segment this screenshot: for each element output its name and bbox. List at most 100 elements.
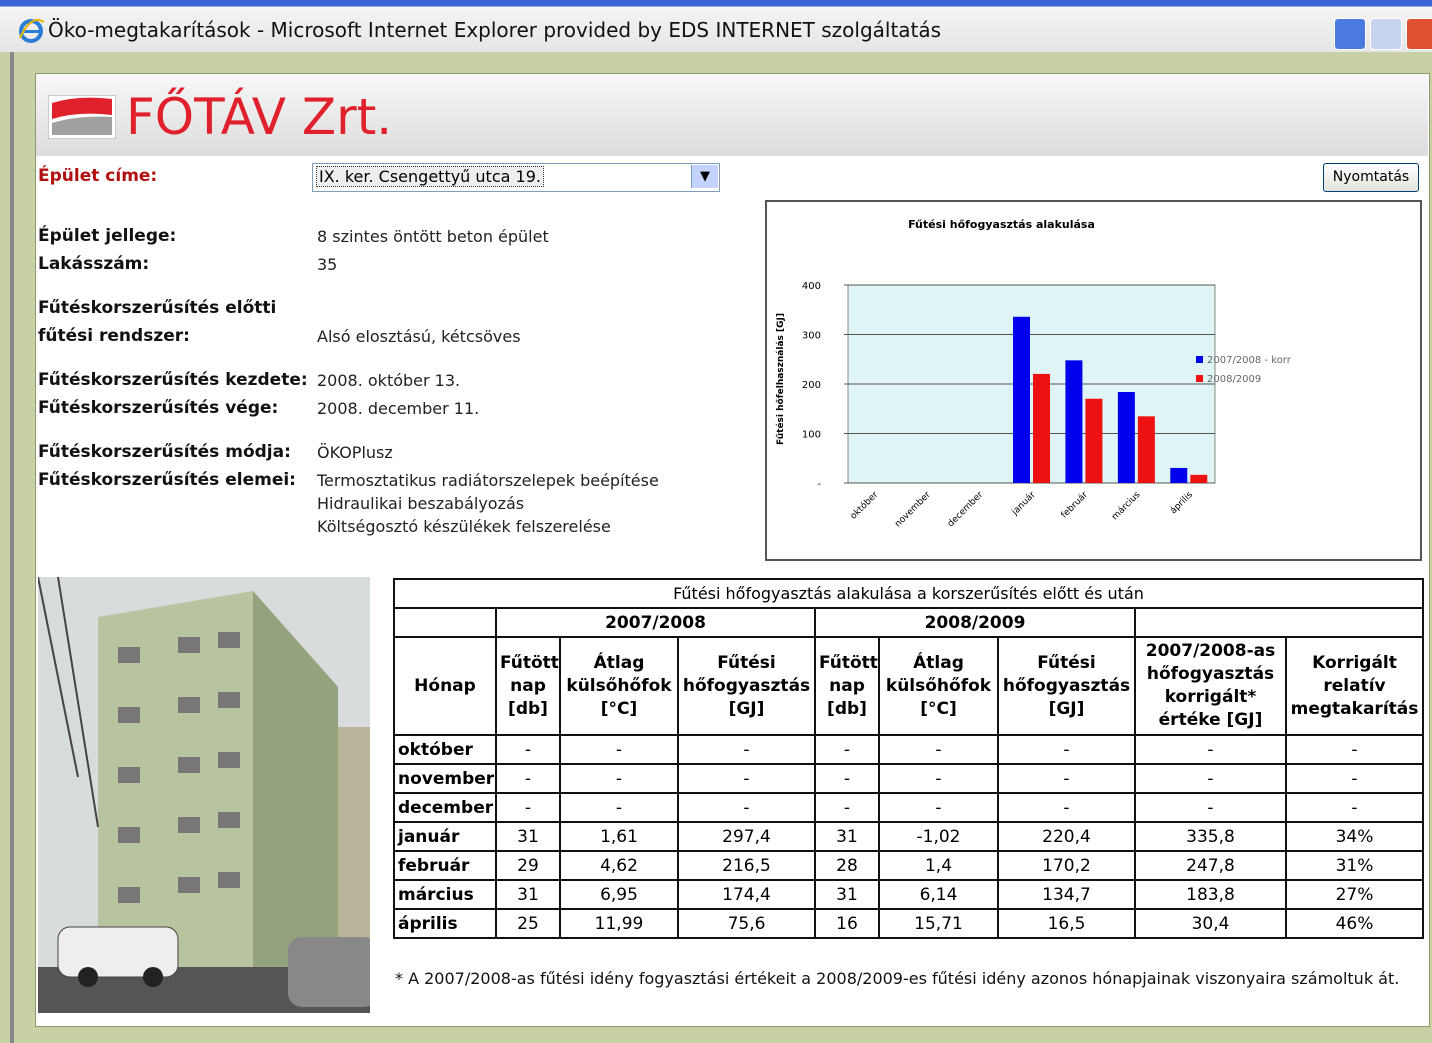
value-cell: 27% bbox=[1285, 879, 1424, 910]
y-tick-label: 100 bbox=[802, 430, 821, 441]
value-cell: 16 bbox=[814, 908, 880, 939]
value-cell: 31 bbox=[495, 821, 561, 852]
value-cell: 134,7 bbox=[997, 879, 1136, 910]
ie-icon bbox=[19, 19, 44, 43]
column-header: Átlag külsőhőfok [°C] bbox=[559, 636, 679, 736]
column-header: Fűtési hőfogyasztás [GJ] bbox=[997, 636, 1136, 736]
value-cell: - bbox=[559, 792, 679, 823]
maximize-button[interactable] bbox=[1370, 18, 1402, 50]
value-cell: 29 bbox=[495, 850, 561, 881]
detail-value: Termosztatikus radiátorszelepek beépítés… bbox=[317, 471, 659, 490]
value-cell: - bbox=[814, 792, 880, 823]
empty-cell bbox=[393, 607, 497, 638]
value-cell: 1,61 bbox=[559, 821, 679, 852]
detail-label: Fűtéskorszerűsítés vége: bbox=[38, 398, 279, 418]
column-header: Fűtött nap [db] bbox=[495, 636, 561, 736]
close-button[interactable] bbox=[1406, 18, 1432, 50]
table-row: 2007/2008 2008/2009 bbox=[393, 607, 1424, 638]
address-select[interactable]: IX. ker. Csengettyű utca 19. ▼ bbox=[312, 163, 720, 192]
bar bbox=[1013, 316, 1030, 483]
value-cell: - bbox=[1134, 763, 1287, 794]
value-cell: 34% bbox=[1285, 821, 1424, 852]
bar bbox=[1137, 416, 1155, 483]
value-cell: 16,5 bbox=[997, 908, 1136, 939]
bar bbox=[1033, 373, 1050, 483]
table-row: január 31 1,61 297,4 31 -1,02 220,4 335,8 34% bbox=[393, 821, 1424, 852]
detail-value: Alsó elosztású, kétcsöves bbox=[317, 327, 521, 346]
value-cell: 174,4 bbox=[677, 879, 816, 910]
value-cell: - bbox=[677, 763, 816, 794]
month-cell: január bbox=[393, 821, 497, 852]
column-header: Átlag külsőhőfok [°C] bbox=[878, 636, 999, 736]
value-cell: 335,8 bbox=[1134, 821, 1287, 852]
detail-value: Költségosztó készülékek felszerelése bbox=[317, 517, 611, 536]
bar bbox=[1065, 360, 1083, 483]
y-tick-label: - bbox=[817, 479, 821, 490]
print-button[interactable]: Nyomtatás bbox=[1323, 163, 1419, 192]
value-cell: 46% bbox=[1285, 908, 1424, 939]
y-tick-label: 200 bbox=[802, 380, 821, 391]
detail-value: Hidraulikai beszabályozás bbox=[317, 494, 525, 513]
legend-swatch bbox=[1196, 375, 1203, 382]
table-row: Hónap Fűtött nap [db] Átlag külsőhőfok [°C… bbox=[393, 636, 1424, 736]
logo-icon bbox=[48, 95, 116, 139]
legend-label: 2007/2008 - korr bbox=[1207, 355, 1292, 366]
detail-value: 35 bbox=[317, 255, 338, 274]
month-cell: október bbox=[393, 734, 497, 765]
detail-label: fűtési rendszer: bbox=[38, 326, 190, 346]
x-tick-label: április bbox=[1169, 490, 1195, 516]
value-cell: 1,4 bbox=[878, 850, 999, 881]
value-cell: - bbox=[878, 792, 999, 823]
y-tick-label: 400 bbox=[802, 281, 821, 292]
value-cell: - bbox=[997, 734, 1136, 765]
x-tick-label: november bbox=[893, 490, 933, 530]
minimize-button[interactable] bbox=[1334, 18, 1366, 50]
y-axis-label: Fűtési hőfelhasználás [GJ] bbox=[775, 313, 786, 445]
empty-cell bbox=[1134, 607, 1424, 638]
detail-label: Épület jellege: bbox=[38, 226, 177, 246]
bar bbox=[1170, 467, 1188, 483]
value-cell: 31 bbox=[495, 879, 561, 910]
x-tick-label: március bbox=[1110, 490, 1142, 522]
title-bar: Öko-megtakarítások - Microsoft Internet … bbox=[0, 0, 1432, 52]
value-cell: - bbox=[559, 734, 679, 765]
detail-label: Fűtéskorszerűsítés előtti bbox=[38, 298, 277, 318]
detail-label: Fűtéskorszerűsítés elemei: bbox=[38, 470, 296, 490]
detail-label: Fűtéskorszerűsítés módja: bbox=[38, 442, 291, 462]
detail-value: 2008. december 11. bbox=[317, 399, 480, 418]
value-cell: 6,95 bbox=[559, 879, 679, 910]
value-cell: - bbox=[997, 792, 1136, 823]
value-cell: 31 bbox=[814, 879, 880, 910]
value-cell: - bbox=[1285, 763, 1424, 794]
value-cell: 15,71 bbox=[878, 908, 999, 939]
x-tick-label: október bbox=[848, 489, 881, 522]
group-header: 2007/2008 bbox=[495, 607, 816, 638]
legend-label: 2008/2009 bbox=[1207, 374, 1261, 385]
value-cell: - bbox=[878, 763, 999, 794]
window-title: Öko-megtakarítások - Microsoft Internet … bbox=[48, 18, 942, 42]
value-cell: - bbox=[495, 792, 561, 823]
column-header: Korrigált relatív megtakarítás bbox=[1285, 636, 1424, 736]
dropdown-arrow[interactable]: ▼ bbox=[691, 165, 718, 188]
value-cell: 170,2 bbox=[997, 850, 1136, 881]
value-cell: 4,62 bbox=[559, 850, 679, 881]
month-cell: április bbox=[393, 908, 497, 939]
table-row: Fűtési hőfogyasztás alakulása a korszerű… bbox=[393, 578, 1424, 609]
value-cell: 183,8 bbox=[1134, 879, 1287, 910]
month-cell: november bbox=[393, 763, 497, 794]
value-cell: - bbox=[677, 734, 816, 765]
value-cell: 6,14 bbox=[878, 879, 999, 910]
value-cell: - bbox=[677, 792, 816, 823]
detail-value: 8 szintes öntött beton épület bbox=[317, 227, 549, 246]
value-cell: - bbox=[814, 763, 880, 794]
address-value: IX. ker. Csengettyű utca 19. bbox=[316, 166, 544, 187]
y-tick-label: 300 bbox=[802, 331, 821, 342]
value-cell: - bbox=[1134, 734, 1287, 765]
building-photo bbox=[38, 577, 370, 1013]
frame-edge bbox=[10, 52, 14, 1043]
value-cell: - bbox=[1285, 792, 1424, 823]
value-cell: 297,4 bbox=[677, 821, 816, 852]
value-cell: 216,5 bbox=[677, 850, 816, 881]
